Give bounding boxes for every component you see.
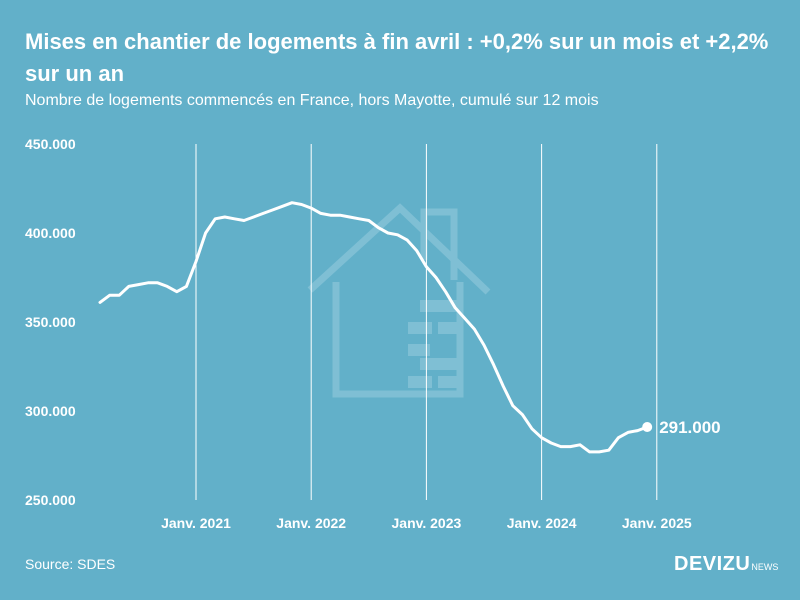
end-point-marker — [642, 422, 653, 433]
y-tick-label: 300.000 — [25, 403, 76, 419]
x-tick-label: Janv. 2025 — [622, 515, 692, 531]
house-watermark-icon — [307, 203, 491, 398]
y-tick-label: 350.000 — [25, 314, 76, 330]
x-tick-label: Janv. 2024 — [507, 515, 577, 531]
source-note: Source: SDES — [25, 556, 116, 572]
chart-subtitle: Nombre de logements commencés en France,… — [25, 92, 599, 109]
chart-title: Mises en chantier de logements à fin avr… — [25, 29, 769, 86]
y-tick-label: 250.000 — [25, 492, 76, 508]
y-tick-label: 400.000 — [25, 225, 76, 241]
x-tick-label: Janv. 2023 — [392, 515, 462, 531]
y-tick-label: 450.000 — [25, 136, 76, 152]
end-value-label: 291.000 — [659, 418, 720, 437]
x-tick-label: Janv. 2021 — [161, 515, 231, 531]
series-line — [98, 201, 649, 454]
brick-watermark-icon — [408, 300, 458, 388]
x-tick-label: Janv. 2022 — [276, 515, 346, 531]
brand-logo: DEVIZUNEWS — [674, 553, 779, 575]
